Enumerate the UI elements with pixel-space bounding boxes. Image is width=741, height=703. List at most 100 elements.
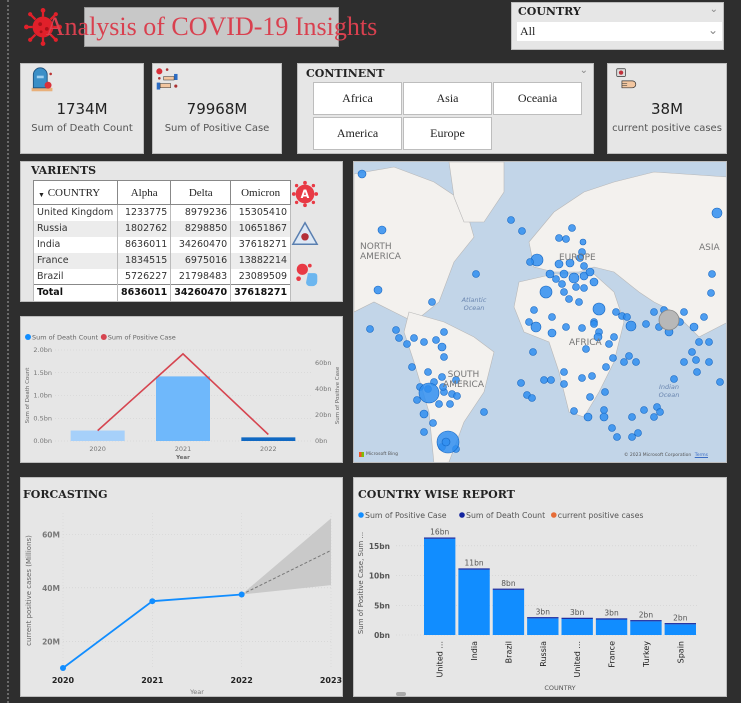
bar-positive-case bbox=[630, 621, 662, 635]
map-bubble bbox=[366, 325, 374, 333]
x-axis-title: COUNTRY bbox=[544, 684, 575, 692]
map-bubble bbox=[579, 238, 587, 246]
map-bubble bbox=[435, 400, 443, 408]
x-tick-label: 2021 bbox=[141, 676, 164, 685]
map-bubble bbox=[526, 258, 534, 266]
cell-omicron: 37618271 bbox=[230, 284, 292, 301]
continent-option-asia[interactable]: Asia bbox=[403, 82, 492, 115]
map-bubble bbox=[429, 419, 437, 427]
column-header-alpha[interactable]: Alpha bbox=[116, 180, 172, 205]
bar-positive-case bbox=[595, 619, 628, 635]
legend-label: Sum of Positive Case bbox=[365, 511, 447, 520]
landmass-greenland bbox=[448, 162, 505, 223]
column-header-country[interactable]: ▼ COUNTRY bbox=[33, 180, 118, 205]
map-bubble bbox=[650, 413, 658, 421]
y-tick-label: 60M bbox=[42, 530, 60, 539]
bar-positive-case bbox=[664, 624, 696, 635]
forecast-line bbox=[241, 549, 332, 595]
map-bubble bbox=[528, 394, 536, 402]
forecast-chart: 20M 40M 60M 2020 2021 2022 2023 current positiv… bbox=[25, 513, 342, 696]
legend-label: Sum of Positive Case bbox=[108, 334, 176, 342]
line-current-positive-cases bbox=[62, 593, 242, 669]
map-bubble bbox=[440, 353, 448, 361]
map-bubble bbox=[711, 207, 723, 219]
map-bubble bbox=[558, 280, 566, 288]
kpi-value: 1734M bbox=[56, 100, 108, 118]
map-attribution: © 2023 Microsoft Corporation Terms bbox=[623, 453, 708, 458]
y-tick-label: 10bn bbox=[369, 572, 390, 581]
y-axis-title: current positive cases (Millions) bbox=[25, 535, 33, 646]
y-tick-label: 40M bbox=[42, 584, 60, 593]
map-label-north-america: NORTH AMERICA bbox=[360, 242, 401, 262]
country-dropdown[interactable]: All ⌄ bbox=[517, 22, 722, 41]
map-label-europe: EUROPE bbox=[559, 253, 596, 263]
data-label: 2bn bbox=[673, 613, 688, 622]
y-tick-label: 1.0bn bbox=[33, 392, 52, 400]
x-tick-label: India bbox=[470, 641, 479, 661]
map-bubble bbox=[560, 368, 568, 376]
map-bubble bbox=[428, 298, 436, 306]
map-bubble bbox=[650, 308, 658, 316]
map-bubble bbox=[578, 374, 586, 382]
hand-virus-icon bbox=[296, 263, 318, 287]
continent-option-oceania[interactable]: Oceania bbox=[493, 82, 582, 115]
country-slicer: COUNTRY ⌄ All ⌄ bbox=[511, 2, 724, 50]
sort-descending-icon: ▼ bbox=[38, 190, 45, 199]
microsoft-logo-icon bbox=[359, 452, 364, 457]
x-tick-label: United ... bbox=[436, 641, 445, 677]
bar-death-count bbox=[527, 617, 559, 619]
legend-marker bbox=[25, 334, 31, 340]
map-bubble bbox=[424, 368, 432, 376]
virus-icon bbox=[24, 8, 62, 46]
map-bubble bbox=[625, 320, 637, 332]
chevron-down-icon[interactable]: ⌄ bbox=[579, 65, 588, 76]
kpi-value: 38M bbox=[650, 100, 684, 118]
continent-option-africa[interactable]: Africa bbox=[313, 82, 402, 115]
map-bubble bbox=[628, 413, 636, 421]
horizontal-scrollbar[interactable] bbox=[396, 692, 406, 696]
kpi-label: Sum of Death Count bbox=[31, 123, 133, 134]
chevron-down-icon[interactable]: ⌄ bbox=[707, 23, 718, 37]
map-bubble bbox=[373, 285, 383, 295]
y2-tick-label: 60bn bbox=[315, 359, 332, 367]
map-bubble bbox=[689, 322, 699, 332]
map-bubble bbox=[593, 332, 603, 342]
continent-option-america[interactable]: America bbox=[313, 117, 402, 150]
country-dropdown-value: All bbox=[520, 24, 536, 38]
cell-country: Russia bbox=[33, 220, 118, 237]
country-slicer-title: COUNTRY bbox=[518, 5, 581, 18]
chevron-down-icon[interactable]: ⌄ bbox=[709, 4, 718, 15]
terms-link[interactable]: Terms bbox=[694, 453, 708, 458]
map-bubble bbox=[530, 321, 542, 333]
map-bubble bbox=[625, 352, 633, 360]
x-tick-label: 2022 bbox=[231, 676, 253, 685]
map-label-south-america: SOUTH AMERICA bbox=[443, 370, 484, 390]
map-bubble bbox=[507, 216, 515, 224]
bar-death-count bbox=[70, 430, 125, 441]
map-visual[interactable]: NORTH AMERICA EUROPE ASIA Atlantic Ocean… bbox=[353, 161, 727, 463]
alpha-virus-icon: A bbox=[291, 180, 319, 208]
map-bubble bbox=[439, 383, 447, 391]
kpi-card-death-count: 1734M Sum of Death Count bbox=[20, 63, 144, 154]
continent-slicer: CONTINENT ⌄ Africa Asia Oceania America … bbox=[297, 63, 594, 154]
legend-marker bbox=[100, 334, 107, 340]
kpi-value: 79968M bbox=[186, 100, 248, 118]
kpi-card-current-positive: 38M current positive cases bbox=[607, 63, 727, 154]
x-tick-label: France bbox=[608, 641, 617, 668]
y-tick-label: 0bn bbox=[374, 631, 390, 640]
cell-alpha: 1233775 bbox=[116, 204, 172, 221]
map-bubble bbox=[560, 288, 568, 296]
continent-option-europe[interactable]: Europe bbox=[403, 117, 492, 150]
column-header-delta[interactable]: Delta bbox=[170, 180, 232, 205]
cell-country: Brazil bbox=[33, 268, 118, 285]
column-header-omicron[interactable]: Omicron bbox=[230, 180, 292, 205]
data-label: 3bn bbox=[536, 607, 551, 616]
bar-positive-case bbox=[561, 618, 593, 635]
map-bubble bbox=[600, 406, 608, 414]
world-map[interactable] bbox=[354, 162, 727, 463]
forecast-title: FORCASTING bbox=[23, 488, 108, 501]
cell-country: Total bbox=[33, 284, 118, 301]
map-label-atlantic: Atlantic Ocean bbox=[461, 296, 487, 312]
map-bubble bbox=[452, 376, 460, 384]
